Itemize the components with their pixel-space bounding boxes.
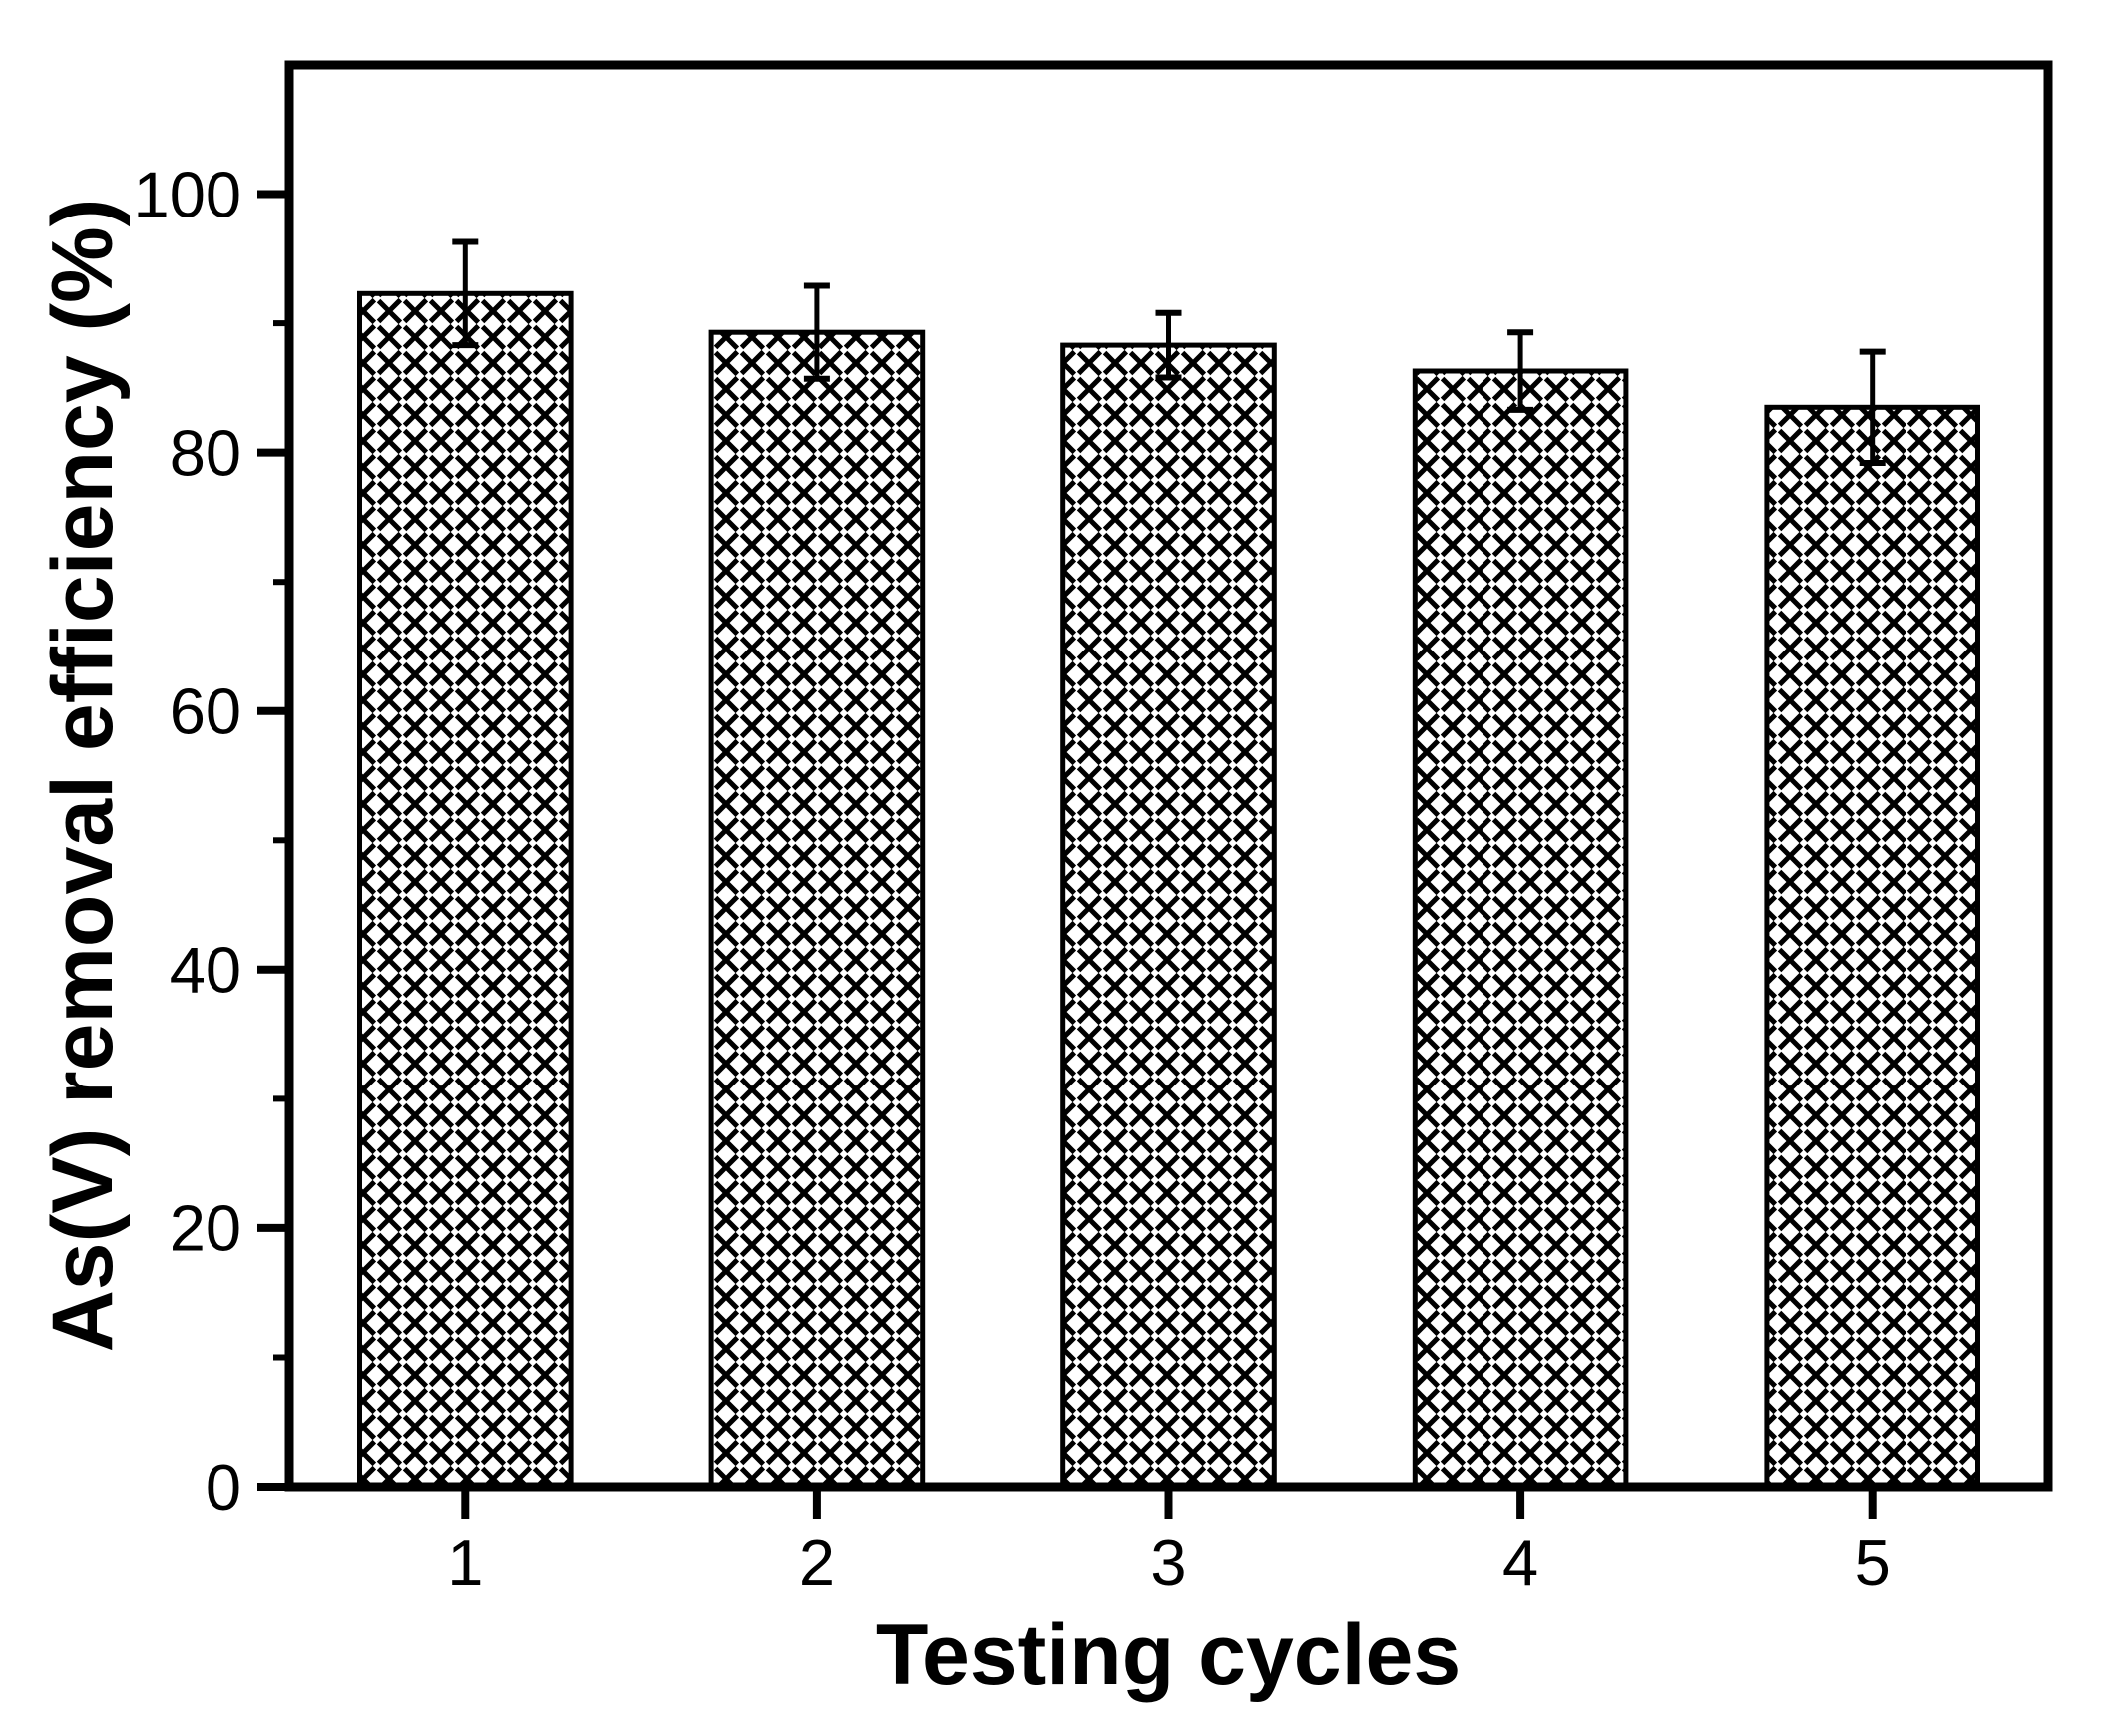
x-axis-title: Testing cycles — [876, 1607, 1461, 1703]
error-bar-3 — [1155, 309, 1182, 381]
y-axis-tick-labels: 0 20 40 60 80 100 — [134, 158, 241, 1523]
y-tick-label-20: 20 — [170, 1192, 241, 1265]
x-axis-tick-labels: 1 2 3 4 5 — [447, 1526, 1891, 1599]
error-bar-2 — [803, 282, 830, 382]
bar-3 — [1060, 342, 1277, 1490]
error-bar-1 — [452, 238, 479, 349]
y-tick-label-80: 80 — [170, 416, 241, 489]
bars-group — [357, 290, 1981, 1490]
x-tick-label-5: 5 — [1855, 1526, 1891, 1599]
x-tick-label-3: 3 — [1150, 1526, 1186, 1599]
bar-5 — [1764, 404, 1981, 1490]
x-tick-label-4: 4 — [1502, 1526, 1538, 1599]
y-tick-label-0: 0 — [206, 1451, 241, 1523]
y-axis-ticks — [257, 190, 289, 1491]
y-tick-label-60: 60 — [170, 674, 241, 747]
x-tick-label-1: 1 — [447, 1526, 483, 1599]
bar-4 — [1412, 368, 1629, 1490]
y-tick-label-100: 100 — [134, 158, 241, 230]
bar-2 — [708, 329, 926, 1490]
y-axis-title: As(V) removal efficiency (%) — [35, 199, 131, 1353]
x-tick-label-2: 2 — [799, 1526, 835, 1599]
error-bars-group — [452, 238, 1886, 466]
x-axis-ticks — [461, 1487, 1877, 1519]
y-tick-label-40: 40 — [170, 934, 241, 1007]
error-bar-4 — [1507, 329, 1534, 413]
bar-1 — [357, 290, 574, 1490]
error-bar-5 — [1859, 348, 1886, 466]
